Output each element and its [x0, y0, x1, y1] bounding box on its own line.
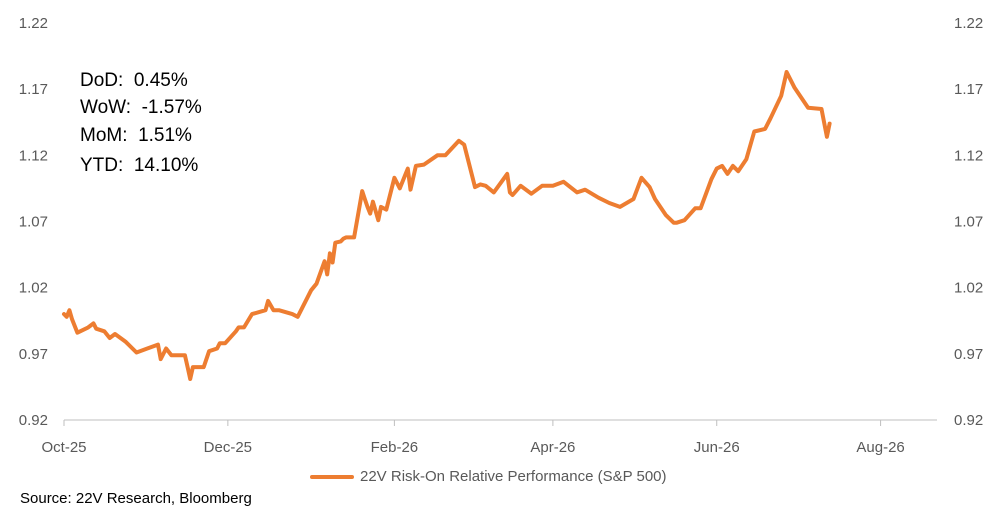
x-axis: Oct-25 Dec-25 Feb-26 Apr-26 Jun-26 Aug-26 — [41, 420, 905, 456]
stat-mom: MoM: 1.51% — [80, 125, 192, 147]
stat-value: 14.10% — [133, 155, 199, 176]
x-tick-label: Dec-25 — [204, 439, 252, 456]
y-tick-label-right: 1.17 — [954, 81, 983, 98]
stat-value: -1.57% — [141, 97, 202, 118]
legend: 22V Risk-On Relative Performance (S&P 50… — [310, 468, 667, 485]
y-tick-label-right: 1.22 — [954, 15, 983, 32]
y-tick-label-right: 1.07 — [954, 214, 983, 231]
series-line — [62, 70, 832, 381]
y-axis-right: 0.92 0.97 1.02 1.07 1.12 1.17 1.22 — [954, 15, 983, 429]
stat-label: DoD: — [80, 70, 124, 91]
y-tick-label-right: 1.02 — [954, 280, 983, 297]
x-tick-label: Jun-26 — [694, 439, 740, 456]
y-tick-label-right: 0.97 — [954, 346, 983, 363]
y-tick-label-left: 1.22 — [19, 15, 48, 32]
stat-label: WoW: — [80, 97, 132, 118]
x-tick-label: Oct-25 — [41, 439, 86, 456]
x-tick-label: Apr-26 — [530, 439, 575, 456]
stat-label: YTD: — [80, 155, 124, 176]
y-tick-label-left: 1.02 — [19, 280, 48, 297]
source-note: Source: 22V Research, Bloomberg — [20, 490, 252, 507]
y-tick-label-right: 0.92 — [954, 412, 983, 429]
stat-label: MoM: — [80, 125, 128, 146]
legend-label: 22V Risk-On Relative Performance (S&P 50… — [360, 468, 667, 485]
y-tick-label-left: 0.92 — [19, 412, 48, 429]
y-axis-left: 0.92 0.97 1.02 1.07 1.12 1.17 1.22 — [19, 15, 48, 429]
x-tick-label: Aug-26 — [856, 439, 904, 456]
stat-wow: WoW: -1.57% — [80, 97, 202, 119]
y-tick-label-left: 1.17 — [19, 81, 48, 98]
y-tick-label-left: 1.12 — [19, 147, 48, 164]
stat-ytd: YTD: 14.10% — [80, 155, 198, 177]
y-tick-label-left: 1.07 — [19, 214, 48, 231]
x-tick-label: Feb-26 — [371, 439, 419, 456]
y-tick-label-right: 1.12 — [954, 147, 983, 164]
legend-swatch — [310, 474, 354, 479]
y-tick-label-left: 0.97 — [19, 346, 48, 363]
stat-value: 1.51% — [138, 125, 192, 146]
stat-dod: DoD: 0.45% — [80, 70, 188, 92]
stat-value: 0.45% — [133, 70, 188, 91]
